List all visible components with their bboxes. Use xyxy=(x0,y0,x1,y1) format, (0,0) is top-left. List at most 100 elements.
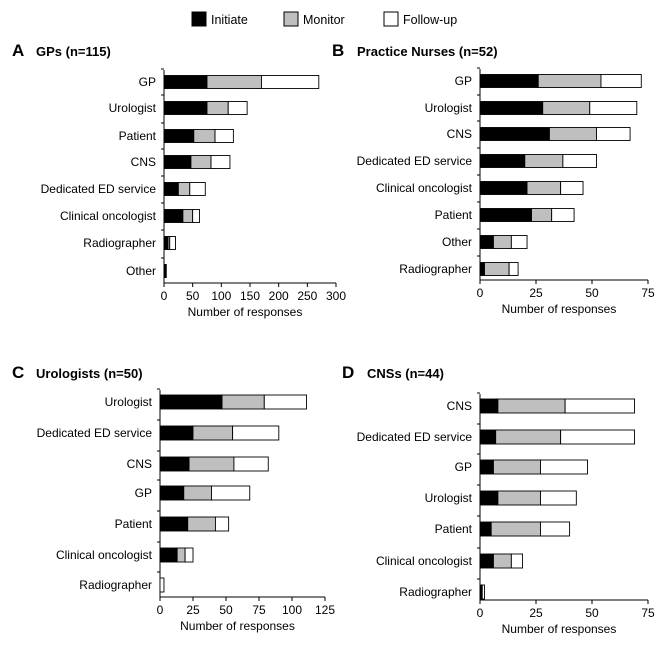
bar-segment-follow-up xyxy=(214,516,230,532)
bar-segment-monitor xyxy=(497,490,541,506)
legend-swatch-initiate xyxy=(191,11,207,27)
bar-segment-monitor xyxy=(193,129,216,143)
bar-segment-initiate xyxy=(159,547,178,563)
panel-title: Practice Nurses (n=52) xyxy=(357,44,498,59)
bar-segment-monitor xyxy=(526,181,562,195)
bar-segment-initiate xyxy=(159,456,190,472)
panel-title: CNSs (n=44) xyxy=(367,366,444,381)
bar-segment-follow-up xyxy=(596,127,631,141)
category-label: CNS xyxy=(127,457,152,471)
x-tick-label: 0 xyxy=(477,286,484,300)
panel-letter: A xyxy=(12,41,24,60)
bar-segment-follow-up xyxy=(261,75,320,89)
category-label: Clinical oncologist xyxy=(56,548,153,562)
bar-segment-initiate xyxy=(479,521,492,537)
category-label: Radiographer xyxy=(399,262,472,276)
category-label: Dedicated ED service xyxy=(37,426,153,440)
x-tick-label: 75 xyxy=(641,286,655,300)
bar-segment-follow-up xyxy=(540,459,588,475)
x-tick-label: 100 xyxy=(282,603,302,617)
panel-c: C Urologists (n=50) 0 25 50 75 100 125 Number of… xyxy=(12,363,335,633)
bar-segment-monitor xyxy=(182,209,194,223)
category-label: GP xyxy=(135,486,152,500)
category-label: Clinical oncologist xyxy=(376,181,473,195)
bar-segment-monitor xyxy=(531,208,553,222)
bar-segment-monitor xyxy=(484,262,510,276)
bar-segment-monitor xyxy=(187,516,216,532)
category-label: Urologist xyxy=(425,101,473,115)
category-label: Dedicated ED service xyxy=(41,182,157,196)
bar-segment-monitor xyxy=(192,425,234,441)
bar-segment-follow-up xyxy=(540,490,577,506)
bar-segment-initiate xyxy=(163,155,192,169)
category-label: GP xyxy=(139,75,156,89)
bar-segment-monitor xyxy=(490,521,541,537)
bar-segment-monitor xyxy=(177,182,191,196)
bar-segment-follow-up xyxy=(233,456,269,472)
panel-a: A GPs (n=115) 0 50 100 150 200 250 300 Number of … xyxy=(12,41,346,319)
bar-segment-initiate xyxy=(479,490,499,506)
panel-letter: D xyxy=(342,363,354,382)
bar-segment-initiate xyxy=(479,208,532,222)
x-tick-label: 150 xyxy=(240,289,260,303)
bar-segment-initiate xyxy=(159,516,189,532)
bar-segment-initiate xyxy=(159,394,223,410)
panel-letter: C xyxy=(12,363,24,382)
x-tick-label: 50 xyxy=(585,606,599,620)
bar-segment-monitor xyxy=(497,398,566,414)
bar-segment-follow-up xyxy=(227,101,248,115)
bar-segment-initiate xyxy=(159,485,185,501)
bar-segment-follow-up xyxy=(232,425,280,441)
legend-label-follow-up: Follow-up xyxy=(403,13,457,27)
category-label: Dedicated ED service xyxy=(357,154,473,168)
bar-segment-monitor xyxy=(542,101,591,115)
bar-segment-follow-up xyxy=(184,547,194,563)
bar-segment-initiate xyxy=(479,398,499,414)
bar-segment-initiate xyxy=(479,553,494,569)
category-label: Patient xyxy=(115,517,153,531)
bar-segment-follow-up xyxy=(551,208,575,222)
legend-swatch-follow-up xyxy=(383,11,399,27)
category-label: CNS xyxy=(447,127,472,141)
category-label: Urologist xyxy=(105,395,153,409)
bar-segment-initiate xyxy=(479,429,497,445)
bar-segment-follow-up xyxy=(600,74,642,88)
bar-segment-initiate xyxy=(163,101,208,115)
legend-swatch-monitor xyxy=(283,11,299,27)
bar-segment-initiate xyxy=(163,75,208,89)
x-axis-title: Number of responses xyxy=(502,622,617,636)
category-label: CNS xyxy=(131,155,156,169)
x-tick-label: 25 xyxy=(529,606,543,620)
legend-label-initiate: Initiate xyxy=(211,13,248,27)
bar-segment-monitor xyxy=(221,394,265,410)
bar-segment-monitor xyxy=(190,155,212,169)
x-axis-title: Number of responses xyxy=(502,302,617,316)
x-tick-label: 75 xyxy=(641,606,655,620)
bar-segment-follow-up xyxy=(165,264,167,278)
x-axis-title: Number of responses xyxy=(188,305,303,319)
x-tick-label: 125 xyxy=(315,603,335,617)
panel-letter: B xyxy=(332,41,344,60)
legend-label-monitor: Monitor xyxy=(303,13,345,27)
category-label: Other xyxy=(126,264,156,278)
bar-segment-initiate xyxy=(479,154,526,168)
x-tick-label: 0 xyxy=(477,606,484,620)
x-tick-label: 300 xyxy=(326,289,346,303)
category-label: Clinical oncologist xyxy=(60,209,157,223)
bar-segment-follow-up xyxy=(540,521,571,537)
bar-segment-initiate xyxy=(479,101,544,115)
x-tick-label: 50 xyxy=(186,289,200,303)
bar-segment-initiate xyxy=(479,181,528,195)
bar-segment-follow-up xyxy=(211,485,251,501)
x-tick-label: 25 xyxy=(529,286,543,300)
bar-segment-follow-up xyxy=(192,209,200,223)
bar-segment-monitor xyxy=(188,456,235,472)
bar-segment-initiate xyxy=(479,74,539,88)
category-label: GP xyxy=(455,460,472,474)
bar-segment-initiate xyxy=(163,236,169,250)
bar-segment-follow-up xyxy=(210,155,231,169)
x-tick-label: 0 xyxy=(157,603,164,617)
bar-segment-follow-up xyxy=(169,236,176,250)
category-label: Urologist xyxy=(425,491,473,505)
